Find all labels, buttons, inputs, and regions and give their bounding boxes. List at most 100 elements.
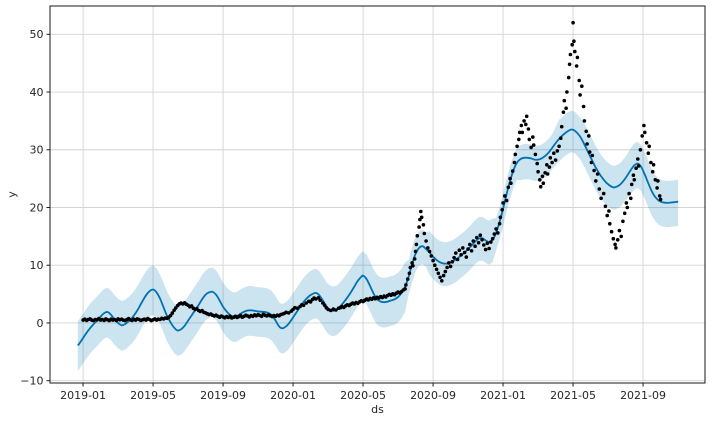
data-point <box>450 260 455 264</box>
data-point <box>408 265 413 270</box>
data-point <box>565 90 569 94</box>
data-point <box>412 257 417 261</box>
data-point <box>580 84 584 88</box>
data-point <box>503 194 507 198</box>
data-point <box>566 75 571 80</box>
data-point <box>538 178 542 182</box>
data-point <box>638 148 643 152</box>
observed-points <box>81 20 663 323</box>
data-point <box>519 123 524 128</box>
data-point <box>522 119 526 123</box>
x-tick-label: 2019-09 <box>200 389 246 402</box>
data-point <box>577 78 581 83</box>
y-axis-label: y <box>5 191 19 198</box>
data-point <box>462 250 467 255</box>
data-point <box>485 241 490 246</box>
data-point <box>497 221 502 226</box>
data-point <box>603 204 608 209</box>
data-point <box>405 277 410 281</box>
data-point <box>608 221 612 226</box>
data-point <box>617 228 622 233</box>
data-point <box>555 149 560 153</box>
data-point <box>531 135 535 139</box>
data-point <box>452 255 456 260</box>
data-point <box>644 141 649 145</box>
data-point <box>646 151 651 155</box>
data-point <box>476 240 481 245</box>
data-point <box>468 242 472 247</box>
data-point <box>471 239 476 243</box>
data-point <box>538 184 543 189</box>
data-point <box>553 158 558 162</box>
data-point <box>657 194 662 198</box>
y-tick-label: 0 <box>37 317 44 330</box>
data-point <box>524 114 529 119</box>
data-point <box>634 166 638 170</box>
data-point <box>512 160 517 165</box>
data-point <box>650 169 655 174</box>
data-point <box>414 242 419 247</box>
data-point <box>536 169 540 174</box>
data-point <box>531 143 536 147</box>
data-point <box>489 240 493 244</box>
data-point <box>622 211 627 216</box>
data-point <box>613 242 617 247</box>
data-point <box>559 124 564 129</box>
data-point <box>578 93 582 97</box>
data-point <box>552 151 556 155</box>
data-point <box>447 261 451 265</box>
data-point <box>592 168 596 173</box>
data-point <box>594 179 598 183</box>
uncertainty-band <box>77 110 679 371</box>
data-point <box>548 156 553 160</box>
data-point <box>559 136 563 140</box>
data-point <box>564 106 568 110</box>
data-point <box>581 104 586 109</box>
data-point <box>562 98 567 103</box>
data-point <box>651 163 656 167</box>
axis-ticks: 2019-01 2019-05 2019-09 2020-01 2020-05 2020-… <box>20 28 666 402</box>
data-point <box>582 119 587 123</box>
data-point <box>455 257 460 262</box>
data-point <box>550 160 554 165</box>
data-point <box>643 130 647 135</box>
data-point <box>286 311 291 315</box>
data-point <box>631 173 636 177</box>
data-point <box>454 251 458 255</box>
data-point <box>540 174 545 179</box>
data-point <box>445 265 449 270</box>
data-point <box>655 186 659 190</box>
y-tick-label: 40 <box>30 86 44 99</box>
data-point <box>466 247 470 251</box>
data-point <box>480 238 484 242</box>
data-point <box>427 249 432 254</box>
data-point <box>605 213 609 218</box>
data-point <box>508 176 512 181</box>
data-point <box>615 238 620 242</box>
data-point <box>421 223 426 227</box>
data-point <box>410 261 414 265</box>
data-point <box>573 49 577 54</box>
data-point <box>629 182 634 187</box>
data-point <box>411 264 415 268</box>
data-point <box>498 215 503 220</box>
data-point <box>487 246 491 251</box>
data-point <box>541 181 546 185</box>
data-point <box>557 144 561 149</box>
data-point <box>533 152 538 157</box>
data-point <box>535 161 539 166</box>
data-point <box>464 255 469 259</box>
data-point <box>417 225 421 229</box>
data-point <box>441 273 446 278</box>
data-point <box>407 271 412 276</box>
data-point <box>589 160 594 165</box>
data-point <box>545 172 550 176</box>
data-point <box>568 52 573 57</box>
data-point <box>438 275 442 280</box>
data-point <box>570 42 574 47</box>
data-point <box>636 157 640 161</box>
data-point <box>567 62 572 67</box>
x-tick-label: 2019-01 <box>60 389 106 402</box>
